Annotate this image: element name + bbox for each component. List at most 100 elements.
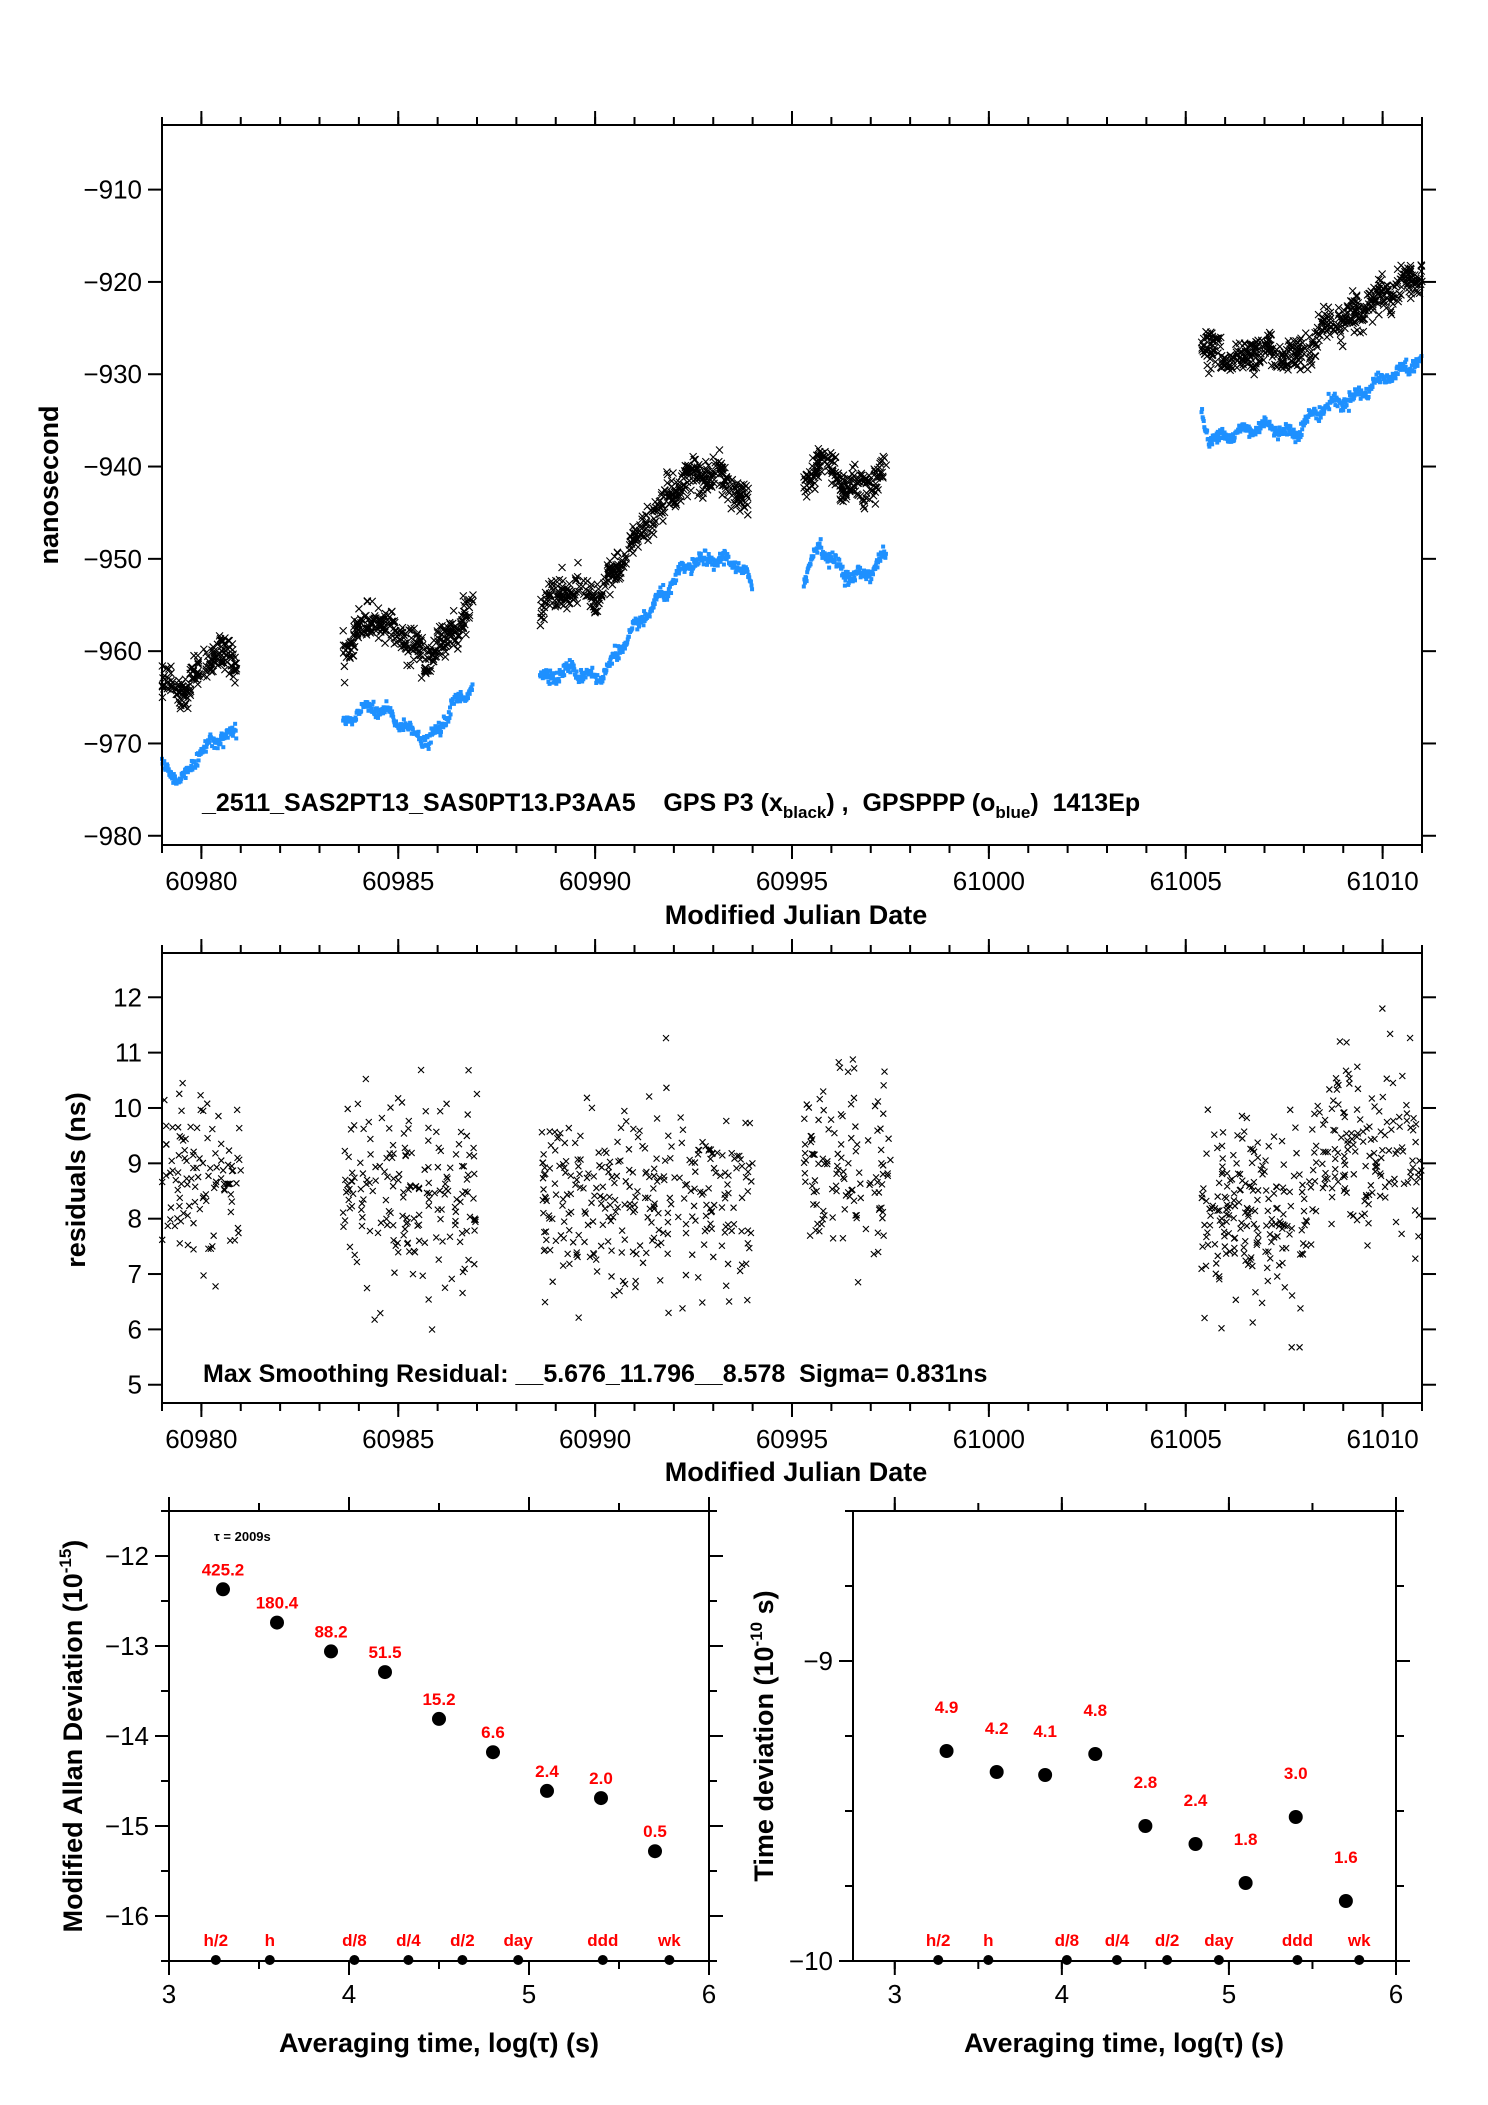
residual-point	[597, 1242, 605, 1250]
residual-point	[1329, 1097, 1337, 1105]
gps-p3-point	[1305, 332, 1314, 341]
gps-p3-point	[547, 577, 556, 586]
gpsppp-point	[661, 583, 666, 588]
deviation-value-label: 2.4	[535, 1762, 559, 1781]
residual-point	[606, 1193, 613, 1201]
residual-point	[1392, 1218, 1400, 1226]
residual-point	[359, 1213, 366, 1221]
gpsppp-point	[178, 779, 183, 784]
residual-point	[227, 1208, 235, 1216]
residual-point	[1258, 1299, 1266, 1307]
gps-p3-point	[571, 576, 580, 585]
residual-point	[610, 1291, 618, 1299]
gpsppp-point	[811, 554, 816, 559]
residual-point	[1371, 1103, 1378, 1110]
residual-point	[559, 1262, 567, 1270]
residual-point	[611, 1179, 618, 1187]
gps-p3-point	[438, 643, 447, 652]
interval-marker	[457, 1955, 468, 1965]
deviation-value-label: 88.2	[314, 1622, 347, 1641]
residual-point	[350, 1121, 358, 1129]
gps-p3-point	[462, 630, 470, 639]
phase-ylabel: nanosecond	[34, 405, 64, 564]
residual-point	[1343, 1130, 1350, 1137]
residual-point	[425, 1202, 433, 1210]
residual-point	[621, 1201, 629, 1208]
residual-point	[435, 1144, 443, 1152]
gpsppp-point	[438, 733, 443, 738]
residual-point	[1396, 1123, 1404, 1131]
y-tick-label: −970	[83, 728, 142, 758]
residual-point	[730, 1204, 737, 1212]
residual-point	[1265, 1142, 1273, 1150]
residual-point	[464, 1111, 472, 1118]
gps-p3-point	[1268, 344, 1277, 353]
residual-point	[340, 1223, 347, 1231]
residual-point	[1270, 1190, 1278, 1197]
residuals-xlabel: Modified Julian Date	[665, 1457, 928, 1487]
gpsppp-point	[557, 679, 562, 684]
residual-point	[1412, 1120, 1420, 1128]
residual-point	[620, 1107, 628, 1115]
gps-p3-point	[646, 506, 655, 515]
residual-point	[1298, 1188, 1306, 1196]
interval-marker-label: ddd	[587, 1931, 618, 1950]
gps-p3-point	[1344, 308, 1353, 317]
gps-p3-point	[871, 500, 880, 508]
gpsppp-point	[466, 696, 470, 701]
gps-p3-point	[1268, 352, 1277, 361]
residual-point	[441, 1180, 449, 1188]
gps-p3-point	[202, 673, 211, 681]
gps-p3-point	[453, 645, 462, 653]
residual-point	[1368, 1189, 1376, 1197]
gps-p3-point	[611, 573, 620, 582]
gps-p3-point	[856, 471, 864, 479]
residual-point	[618, 1227, 626, 1235]
residual-point	[419, 1272, 427, 1280]
gps-p3-point	[669, 469, 677, 477]
gps-p3-point	[185, 688, 194, 697]
residual-point	[881, 1068, 888, 1075]
gps-p3-point	[563, 604, 571, 613]
residual-point	[1290, 1172, 1298, 1180]
residual-point	[1286, 1106, 1294, 1114]
residual-point	[539, 1159, 547, 1167]
residual-point	[1223, 1182, 1231, 1190]
gps-p3-point	[1206, 354, 1215, 363]
residual-point	[1332, 1074, 1340, 1082]
gps-p3-point	[353, 629, 362, 638]
gps-p3-point	[353, 631, 362, 640]
gpsppp-point	[179, 776, 184, 781]
residual-point	[835, 1058, 843, 1066]
residual-point	[383, 1215, 390, 1223]
gps-p3-point	[849, 463, 857, 472]
residual-point	[839, 1112, 846, 1120]
gpsppp-point	[1327, 407, 1332, 412]
gps-p3-point	[838, 493, 847, 502]
residual-point	[1203, 1150, 1210, 1158]
residual-point	[1344, 1146, 1352, 1154]
residual-point	[718, 1204, 726, 1211]
residual-point	[345, 1153, 353, 1161]
gps-p3-point	[1352, 310, 1361, 319]
gps-p3-point	[667, 495, 676, 504]
gps-p3-point	[1220, 362, 1229, 371]
residual-point	[749, 1159, 756, 1167]
residual-point	[1212, 1260, 1220, 1267]
gpsppp-point	[172, 774, 177, 779]
deviation-point	[216, 1582, 230, 1597]
gps-p3-point	[194, 659, 203, 667]
gps-p3-point	[682, 467, 691, 475]
residual-point	[1307, 1183, 1315, 1191]
gps-p3-point	[418, 640, 427, 649]
residual-point	[347, 1126, 355, 1133]
residual-point	[582, 1210, 590, 1217]
residual-point	[1254, 1187, 1262, 1194]
gps-p3-point	[1337, 315, 1346, 324]
gps-p3-point	[381, 639, 389, 647]
gps-p3-point	[578, 582, 587, 591]
gps-p3-point	[567, 590, 576, 598]
gpsppp-point	[195, 763, 200, 768]
gps-p3-point	[1354, 298, 1363, 307]
gps-p3-point	[1209, 335, 1217, 344]
